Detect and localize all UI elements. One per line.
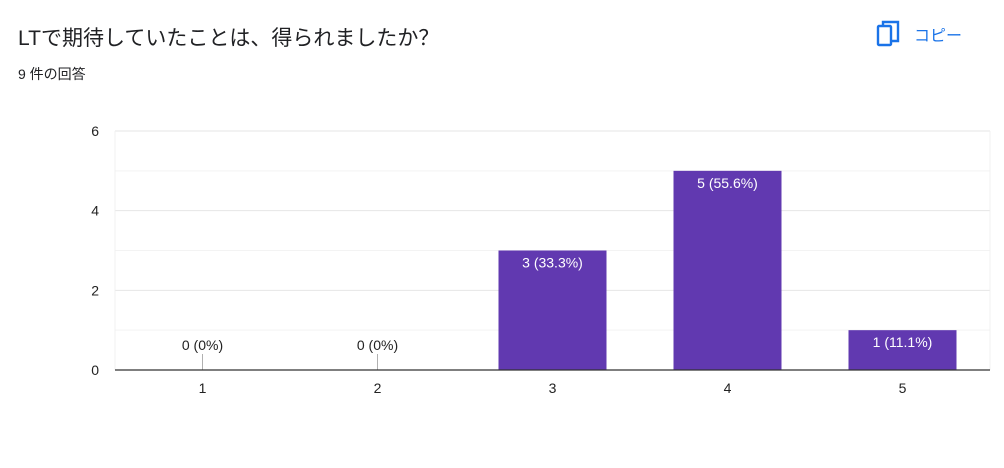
y-tick-label: 2: [91, 282, 99, 298]
y-tick-label: 0: [91, 362, 99, 378]
x-tick-label: 2: [374, 380, 382, 396]
copy-icon: [876, 20, 900, 48]
copy-button-label: コピー: [914, 28, 963, 45]
x-tick-label: 3: [549, 380, 557, 396]
x-tick-label: 5: [899, 380, 907, 396]
x-tick-label: 1: [199, 380, 207, 396]
y-tick-label: 4: [91, 203, 99, 219]
bar-data-label: 0 (0%): [357, 337, 398, 353]
question-title: LTで期待していたことは、得られましたか？: [18, 27, 440, 50]
bar[interactable]: [673, 170, 782, 370]
bar-data-label: 1 (11.1%): [873, 334, 933, 350]
bar-data-label: 3 (33.3%): [522, 255, 583, 271]
response-count: 9 件の回答: [18, 66, 86, 82]
bar[interactable]: [498, 250, 607, 371]
bar-data-label: 5 (55.6%): [697, 175, 758, 191]
bar[interactable]: [848, 330, 957, 370]
bar-data-label: 0 (0%): [182, 337, 223, 353]
copy-button[interactable]: コピー: [876, 18, 962, 50]
x-tick-label: 4: [724, 380, 732, 396]
y-tick-label: 6: [91, 123, 99, 139]
